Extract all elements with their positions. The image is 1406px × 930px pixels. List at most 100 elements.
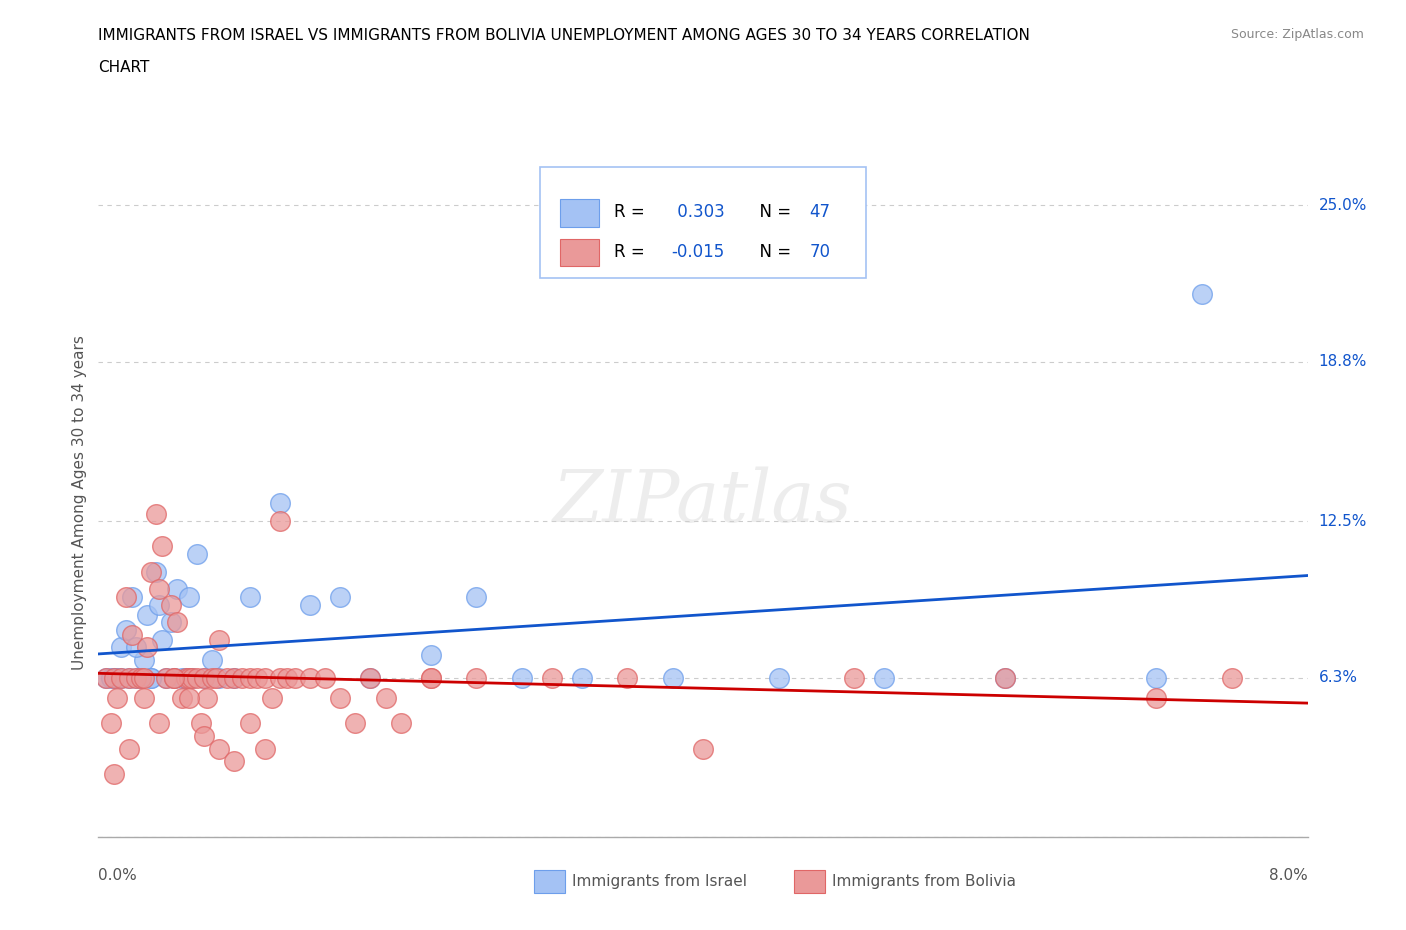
Point — [163, 671, 186, 685]
Point — [1144, 691, 1167, 706]
Point — [389, 716, 412, 731]
Point — [148, 597, 170, 612]
Text: 0.303: 0.303 — [672, 204, 724, 221]
Text: 47: 47 — [810, 204, 831, 221]
Point — [163, 671, 186, 685]
Point — [186, 671, 208, 685]
Point — [246, 671, 269, 685]
Point — [208, 741, 231, 756]
Point — [465, 671, 488, 685]
Point — [360, 671, 382, 685]
Point — [129, 671, 152, 685]
Point — [132, 671, 155, 685]
Point — [100, 716, 122, 731]
Text: Source: ZipAtlas.com: Source: ZipAtlas.com — [1230, 28, 1364, 41]
Point — [201, 653, 224, 668]
Point — [540, 671, 562, 685]
Point — [177, 671, 201, 685]
Point — [141, 671, 163, 685]
Point — [231, 671, 253, 685]
Point — [616, 671, 638, 685]
Point — [118, 671, 141, 685]
Point — [190, 716, 212, 731]
Point — [239, 590, 262, 604]
Point — [150, 632, 173, 647]
Point — [181, 671, 204, 685]
Text: -0.015: -0.015 — [672, 243, 725, 260]
Point — [420, 671, 443, 685]
Point — [135, 607, 157, 622]
Text: 25.0%: 25.0% — [1319, 198, 1367, 213]
Point — [114, 622, 136, 637]
Point — [148, 716, 170, 731]
Point — [129, 671, 152, 685]
Point — [125, 671, 148, 685]
Point — [121, 628, 143, 643]
Point — [768, 671, 790, 685]
Point — [994, 671, 1017, 685]
Point — [177, 590, 201, 604]
Text: 6.3%: 6.3% — [1319, 671, 1358, 685]
Point — [239, 716, 262, 731]
Point — [132, 691, 155, 706]
Text: IMMIGRANTS FROM ISRAEL VS IMMIGRANTS FROM BOLIVIA UNEMPLOYMENT AMONG AGES 30 TO : IMMIGRANTS FROM ISRAEL VS IMMIGRANTS FRO… — [98, 28, 1031, 43]
Point — [193, 728, 215, 743]
Point — [465, 590, 488, 604]
Point — [276, 671, 298, 685]
Point — [174, 671, 197, 685]
Point — [208, 632, 231, 647]
Point — [510, 671, 533, 685]
Point — [110, 671, 132, 685]
Text: N =: N = — [749, 204, 796, 221]
Point — [571, 671, 593, 685]
Point — [269, 671, 291, 685]
Text: N =: N = — [749, 243, 796, 260]
Point — [163, 671, 186, 685]
Point — [1144, 671, 1167, 685]
Point — [155, 671, 177, 685]
Point — [125, 640, 148, 655]
Point — [420, 671, 443, 685]
Point — [170, 671, 193, 685]
Point — [201, 671, 224, 685]
Point — [284, 671, 307, 685]
Text: 8.0%: 8.0% — [1268, 868, 1308, 883]
Text: Immigrants from Bolivia: Immigrants from Bolivia — [832, 874, 1017, 889]
Point — [148, 582, 170, 597]
Point — [118, 671, 141, 685]
Point — [186, 547, 208, 562]
Text: 0.0%: 0.0% — [98, 868, 138, 883]
Point — [269, 496, 291, 511]
Point — [121, 590, 143, 604]
Point — [166, 615, 188, 630]
Point — [141, 671, 163, 685]
Text: 70: 70 — [810, 243, 831, 260]
Point — [205, 671, 228, 685]
Point — [420, 647, 443, 662]
Point — [374, 691, 396, 706]
Point — [844, 671, 866, 685]
Point — [110, 640, 132, 655]
Point — [181, 671, 204, 685]
Point — [103, 671, 125, 685]
FancyBboxPatch shape — [540, 167, 866, 278]
Point — [174, 671, 197, 685]
Text: 18.8%: 18.8% — [1319, 354, 1367, 369]
Text: CHART: CHART — [98, 60, 150, 75]
Point — [269, 513, 291, 528]
Point — [160, 615, 183, 630]
Point — [132, 653, 155, 668]
Point — [873, 671, 896, 685]
Point — [103, 671, 125, 685]
Point — [193, 671, 215, 685]
Point — [215, 671, 238, 685]
Point — [329, 590, 352, 604]
Point — [177, 691, 201, 706]
Point — [253, 671, 276, 685]
Point — [94, 671, 117, 685]
Text: R =: R = — [613, 243, 650, 260]
Point — [145, 565, 167, 579]
Point — [208, 671, 231, 685]
Point — [160, 597, 183, 612]
Point — [224, 753, 246, 768]
